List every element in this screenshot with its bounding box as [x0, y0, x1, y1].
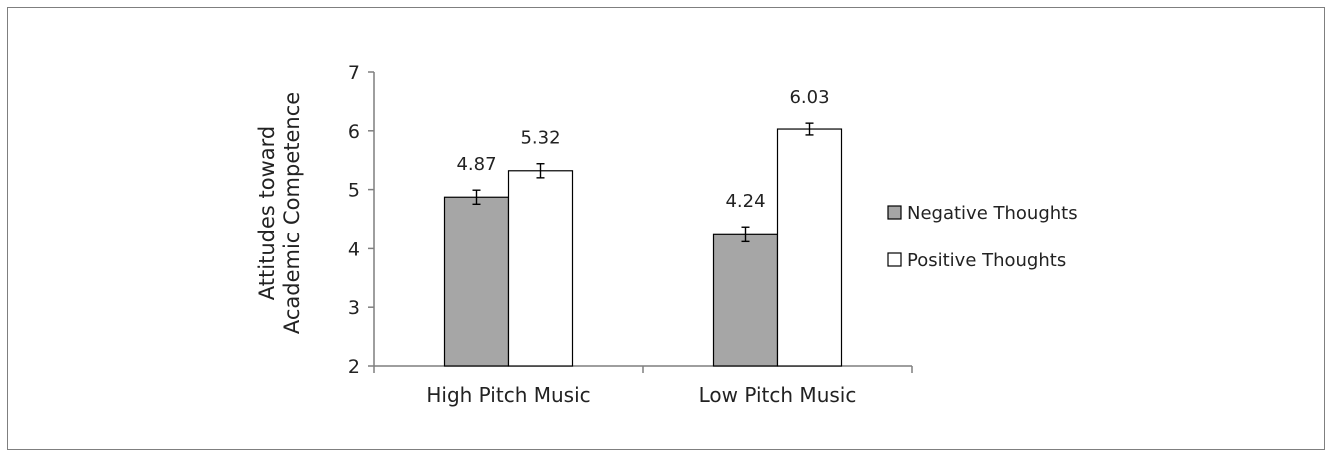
y-axis-title-line-1: Attitudes toward: [255, 126, 279, 300]
legend-swatch: [887, 205, 902, 220]
y-tick-label: 4: [348, 238, 360, 260]
legend-label: Negative Thoughts: [907, 203, 1078, 224]
data-label: 4.87: [456, 154, 496, 175]
y-tick-label: 6: [348, 121, 360, 143]
chart-frame: [7, 7, 1325, 450]
y-tick-label: 5: [348, 180, 360, 202]
bar: [443, 196, 510, 367]
y-tick-label: 7: [348, 62, 360, 84]
x-category-label: Low Pitch Music: [699, 383, 857, 407]
y-axis-title: Attitudes toward Academic Competence: [255, 92, 304, 334]
legend-label: Positive Thoughts: [907, 250, 1066, 271]
bar: [712, 233, 779, 367]
bar: [776, 128, 843, 367]
legend-swatch: [887, 252, 902, 267]
data-label: 6.03: [789, 87, 829, 108]
y-axis-title-line-2: Academic Competence: [280, 92, 304, 334]
x-category-label: High Pitch Music: [426, 383, 590, 407]
data-label: 5.32: [520, 128, 560, 149]
data-label: 4.24: [725, 191, 765, 212]
y-tick-label: 3: [348, 297, 360, 319]
bar: [507, 170, 574, 367]
y-tick-label: 2: [348, 356, 360, 378]
bars: 4.87 5.32 4.24 6.03: [443, 87, 843, 367]
legend: Negative Thoughts Positive Thoughts: [887, 203, 1078, 271]
